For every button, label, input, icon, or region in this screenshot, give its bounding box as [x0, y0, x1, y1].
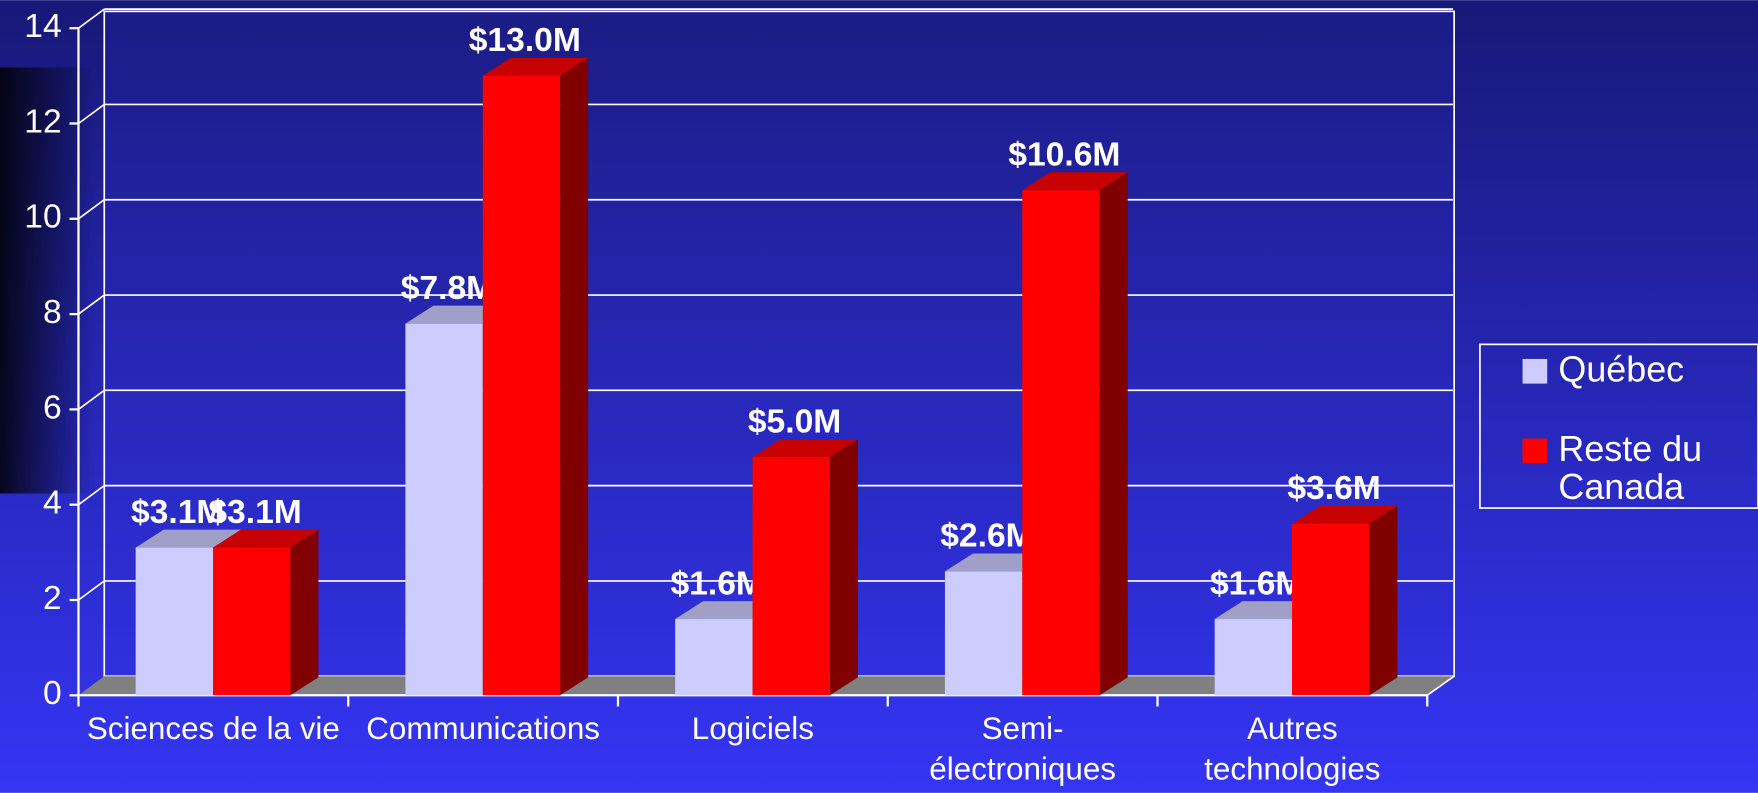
value-label: $13.0M — [469, 22, 581, 59]
bar — [752, 457, 830, 696]
x-tick-label-box: Logiciels — [691, 710, 814, 746]
x-tick-label-box: Sciences de la vie — [86, 710, 340, 746]
bar — [135, 547, 214, 696]
bar — [1022, 190, 1100, 696]
x-tick-label: Semi-électroniques — [929, 710, 1116, 787]
legend-label-box: Québec — [1558, 349, 1685, 390]
bar — [213, 547, 291, 696]
legend-label: Québec — [1558, 349, 1685, 390]
value-label: $2.6M — [940, 518, 1033, 555]
bar — [675, 619, 753, 696]
value-label: $3.1M — [208, 494, 301, 531]
y-tick-label: 14 — [24, 8, 61, 45]
legend-box — [1479, 343, 1758, 509]
value-label: $3.1M — [131, 494, 224, 531]
legend-swatch — [1522, 358, 1548, 384]
value-label: $1.6M — [1210, 565, 1303, 602]
legend-swatch — [1522, 438, 1548, 464]
bar-top — [1022, 172, 1128, 191]
bar — [944, 571, 1023, 696]
bar-top — [213, 529, 319, 548]
grid-line-side — [77, 103, 105, 125]
grid-line-side — [77, 389, 105, 411]
x-tick-label: Autres technologies — [1204, 710, 1381, 787]
y-tick-label: 12 — [24, 103, 61, 140]
x-tick-label: Communications — [366, 710, 601, 746]
x-tick-label-box: Autres technologies — [1204, 710, 1381, 787]
y-tick-label: 10 — [24, 199, 61, 236]
bar-top — [482, 57, 589, 76]
bar-side — [829, 439, 858, 696]
bar-side — [290, 529, 319, 696]
value-label: $3.6M — [1287, 470, 1380, 507]
bar — [1214, 619, 1293, 696]
y-tick-label: 6 — [43, 389, 62, 426]
bar-side — [1369, 505, 1398, 696]
grid-line-side — [77, 8, 105, 29]
grid-line-side — [77, 580, 105, 601]
bar-top — [1292, 505, 1398, 524]
floor-edge — [1426, 675, 1455, 696]
bar — [405, 323, 483, 696]
y-tick-label: 2 — [43, 580, 62, 617]
bar — [1292, 523, 1370, 696]
y-tick-label: 8 — [43, 294, 62, 331]
x-tick-label-box: Communications — [366, 710, 601, 746]
value-label: $1.6M — [670, 565, 763, 602]
value-label: $5.0M — [748, 403, 841, 440]
value-label: $7.8M — [401, 270, 494, 307]
legend-label-box: Reste du Canada — [1558, 429, 1703, 507]
bar-side — [560, 57, 589, 696]
bar-top — [135, 529, 242, 548]
value-label: $10.6M — [1008, 136, 1120, 173]
bar — [482, 75, 561, 696]
grid-line-side — [77, 199, 105, 220]
x-tick-label: Sciences de la vie — [86, 710, 340, 746]
x-tick-label: Logiciels — [691, 710, 814, 746]
grid-line-side — [77, 294, 105, 315]
y-tick-label: 4 — [43, 485, 62, 522]
y-tick-label: 0 — [43, 675, 62, 712]
legend-label: Reste du Canada — [1558, 429, 1703, 507]
bar-top — [752, 439, 858, 458]
x-tick-label-box: Semi-électroniques — [929, 710, 1116, 787]
grid-line-side — [77, 484, 105, 506]
bar-side — [1099, 172, 1128, 696]
